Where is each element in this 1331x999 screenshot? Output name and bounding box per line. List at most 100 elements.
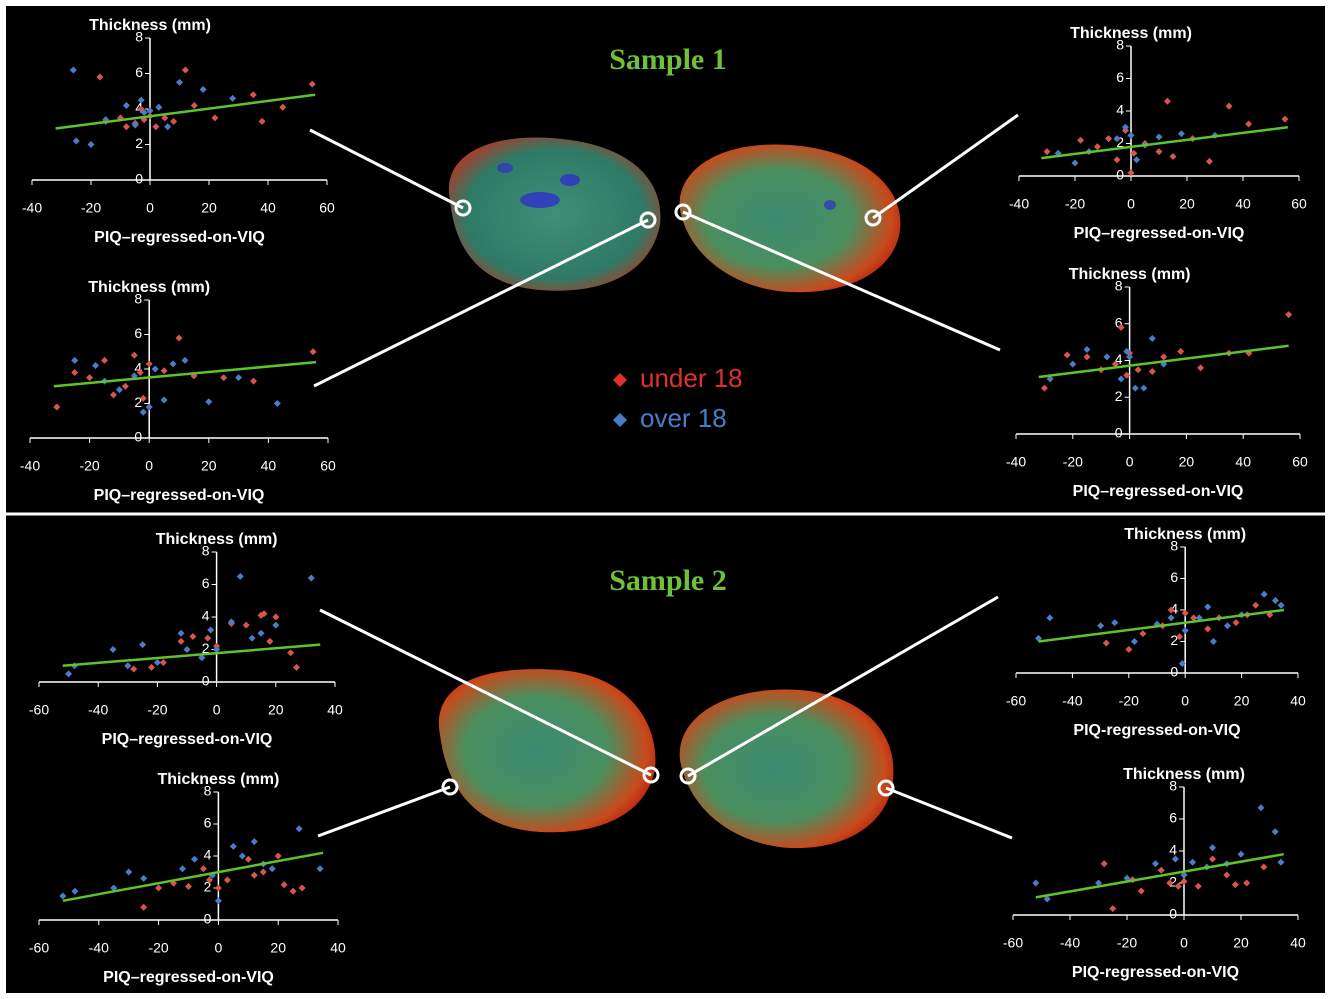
- point: [1180, 877, 1188, 885]
- point: [1169, 153, 1177, 160]
- y-axis-label: Thickness (mm): [88, 279, 210, 296]
- point: [1043, 895, 1051, 903]
- x-tick-label: -40: [22, 200, 42, 216]
- y-tick-label: 8: [134, 291, 142, 307]
- point: [1260, 863, 1268, 871]
- point: [1171, 855, 1179, 863]
- point: [266, 637, 274, 645]
- trend-line: [53, 360, 317, 388]
- point: [1260, 590, 1268, 598]
- y-tick-label: 4: [202, 608, 210, 624]
- point: [1155, 133, 1163, 141]
- y-tick-label: 2: [134, 394, 142, 410]
- x-tick-label: 20: [1233, 935, 1249, 951]
- x-tick-label: 0: [1127, 196, 1135, 212]
- point: [177, 637, 185, 645]
- point: [207, 626, 215, 634]
- point: [1225, 102, 1233, 110]
- y-tick-label: 6: [1115, 314, 1123, 330]
- x-tick-label: -40: [1060, 935, 1080, 951]
- point: [223, 876, 231, 884]
- y-tick-label: 2: [135, 135, 143, 151]
- point: [236, 572, 244, 580]
- point: [289, 887, 297, 895]
- point: [1032, 879, 1040, 887]
- x-tick-label: 40: [1235, 196, 1251, 212]
- point: [273, 400, 281, 407]
- x-tick-label: 60: [320, 458, 336, 474]
- point: [1190, 614, 1198, 622]
- point: [1100, 860, 1108, 868]
- point: [131, 121, 139, 129]
- x-tick-label: -20: [79, 458, 99, 474]
- point: [204, 634, 212, 642]
- point: [86, 374, 94, 382]
- point: [1197, 364, 1205, 372]
- y-tick-label: 0: [135, 171, 143, 187]
- point: [1271, 828, 1279, 836]
- y-tick-label: 2: [204, 879, 212, 895]
- point: [1245, 120, 1253, 128]
- point: [190, 855, 198, 863]
- point: [96, 73, 104, 81]
- point: [280, 881, 288, 889]
- point: [268, 865, 276, 873]
- x-tick-label: 0: [215, 940, 223, 956]
- point: [181, 356, 189, 364]
- y-tick-label: 8: [202, 543, 210, 559]
- point: [159, 659, 167, 666]
- point: [249, 91, 257, 99]
- x-tick-label: -20: [147, 702, 167, 718]
- point: [1205, 157, 1213, 165]
- point: [295, 825, 303, 833]
- point: [258, 117, 266, 125]
- x-tick-label: 0: [1181, 693, 1189, 709]
- point: [287, 649, 295, 657]
- point: [1209, 638, 1217, 645]
- point: [199, 85, 207, 93]
- point: [1237, 850, 1245, 858]
- point: [139, 641, 147, 649]
- point: [160, 396, 168, 404]
- point: [1071, 159, 1079, 167]
- point: [1043, 148, 1051, 156]
- trend-line: [1035, 852, 1284, 899]
- x-tick-label: 40: [330, 940, 346, 956]
- point: [155, 884, 163, 892]
- y-tick-label: 8: [1116, 37, 1124, 53]
- point: [137, 96, 145, 104]
- point: [272, 621, 280, 629]
- y-tick-label: 2: [1116, 134, 1124, 150]
- point: [136, 368, 144, 376]
- point: [109, 646, 117, 653]
- trend-line: [1038, 608, 1285, 643]
- point: [1281, 115, 1289, 123]
- trend-line: [55, 93, 316, 130]
- y-tick-label: 6: [1170, 569, 1178, 585]
- y-tick-label: 2: [202, 640, 210, 656]
- point: [1133, 156, 1141, 164]
- point: [1155, 148, 1163, 156]
- point: [115, 386, 123, 394]
- point: [248, 634, 256, 642]
- point: [1152, 860, 1159, 868]
- x-axis-label: PIQ–regressed-on-VIQ: [103, 969, 274, 986]
- x-tick-label: 40: [327, 702, 343, 718]
- legend-marker: [613, 413, 627, 427]
- y-tick-label: 4: [204, 847, 212, 863]
- x-tick-label: -20: [1065, 196, 1085, 212]
- y-tick-label: 8: [1169, 778, 1177, 794]
- point: [1209, 844, 1216, 852]
- point: [109, 391, 117, 399]
- x-tick-label: -60: [1006, 693, 1026, 709]
- x-tick-label: 0: [1126, 454, 1134, 470]
- y-tick-label: 6: [1169, 810, 1177, 826]
- point: [1189, 858, 1197, 866]
- point: [101, 356, 108, 364]
- y-tick-label: 0: [1170, 664, 1178, 680]
- point: [1277, 601, 1285, 609]
- point: [220, 374, 228, 382]
- point: [145, 403, 153, 411]
